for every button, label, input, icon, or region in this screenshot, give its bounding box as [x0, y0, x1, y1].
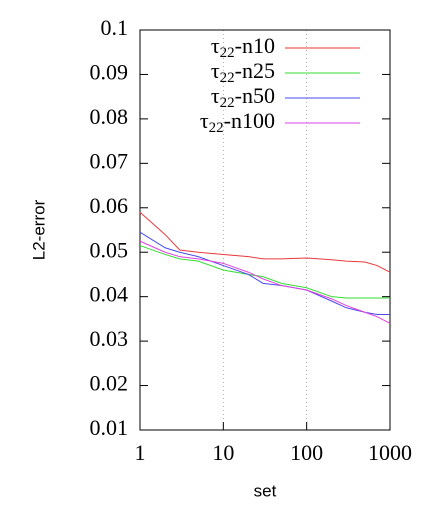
x-axis-label: set	[254, 481, 277, 500]
legend-text: τ	[211, 58, 220, 83]
y-tick-label: 0.05	[90, 237, 129, 262]
series-line	[139, 231, 390, 315]
legend-text: -n10	[235, 33, 275, 58]
series-line	[139, 211, 391, 273]
plot-frame	[139, 29, 391, 431]
y-tick-label: 0.08	[90, 104, 129, 129]
y-tick-label: 0.07	[90, 148, 129, 173]
series-line	[139, 240, 391, 324]
y-tick-label: 0.09	[90, 59, 129, 84]
y-tick-label: 0.06	[90, 193, 129, 218]
legend-subscript: 22	[209, 120, 224, 136]
legend-label: τ22-n50	[211, 83, 275, 111]
legend-text: τ	[211, 33, 220, 58]
legend-label: τ22-n100	[200, 108, 275, 136]
x-tick-label: 100	[290, 440, 323, 465]
legend-text: τ	[200, 108, 209, 133]
x-tick-label: 1	[135, 440, 146, 465]
series-line	[139, 245, 390, 299]
legend-text: -n50	[235, 83, 275, 108]
legend-text: -n100	[224, 108, 275, 133]
legend-text: -n25	[235, 58, 275, 83]
y-tick-label: 0.03	[90, 326, 129, 351]
legend-text: τ	[211, 83, 220, 108]
legend-subscript: 22	[220, 45, 235, 61]
y-tick-label: 0.04	[90, 282, 129, 307]
y-tick-label: 0.1	[101, 15, 129, 40]
y-axis-label: L2-error	[29, 199, 48, 260]
x-tick-label: 1000	[368, 440, 412, 465]
legend-subscript: 22	[220, 95, 235, 111]
legend-label: τ22-n25	[211, 58, 275, 86]
legend-subscript: 22	[220, 70, 235, 86]
legend-label: τ22-n10	[211, 33, 275, 61]
x-tick-label: 10	[212, 440, 234, 465]
y-tick-label: 0.02	[90, 371, 129, 396]
y-tick-label: 0.01	[90, 415, 129, 440]
